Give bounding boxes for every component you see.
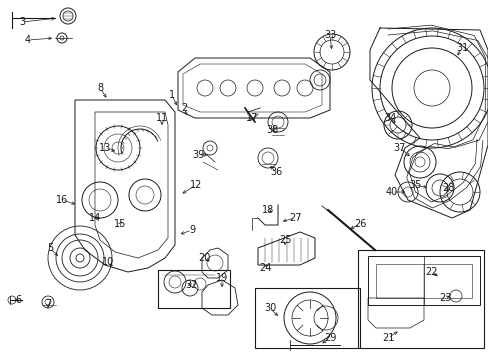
Text: 12: 12: [189, 180, 202, 190]
Text: 14: 14: [89, 213, 101, 223]
Text: 39: 39: [191, 150, 203, 160]
Text: 10: 10: [102, 257, 114, 267]
Text: 35: 35: [408, 180, 420, 190]
Text: 33: 33: [323, 30, 335, 40]
Text: 6: 6: [15, 295, 21, 305]
Text: 16: 16: [56, 195, 68, 205]
Text: 26: 26: [353, 219, 366, 229]
Text: 17: 17: [245, 113, 258, 123]
Text: 36: 36: [269, 167, 282, 177]
Text: 9: 9: [188, 225, 195, 235]
Text: 3: 3: [19, 17, 25, 27]
Text: 8: 8: [97, 83, 103, 93]
Text: 7: 7: [45, 299, 51, 309]
Text: 4: 4: [25, 35, 31, 45]
Text: 2: 2: [181, 103, 187, 113]
Text: 28: 28: [441, 183, 453, 193]
Text: 22: 22: [425, 267, 437, 277]
Bar: [357, 250, 483, 348]
Bar: [254, 288, 359, 348]
Text: 1: 1: [168, 90, 175, 100]
Text: 34: 34: [383, 113, 395, 123]
Text: 13: 13: [99, 143, 111, 153]
Text: 19: 19: [215, 273, 228, 283]
Text: 30: 30: [264, 303, 276, 313]
Text: 25: 25: [278, 235, 291, 245]
Text: 38: 38: [265, 125, 278, 135]
Text: 11: 11: [156, 113, 168, 123]
Text: 18: 18: [262, 205, 274, 215]
Text: 24: 24: [258, 263, 271, 273]
Text: 20: 20: [198, 253, 210, 263]
Text: 37: 37: [393, 143, 406, 153]
Text: 5: 5: [47, 243, 53, 253]
Text: 23: 23: [438, 293, 450, 303]
Text: 21: 21: [381, 333, 393, 343]
Text: 27: 27: [288, 213, 301, 223]
Bar: [158, 270, 229, 308]
Text: 29: 29: [323, 333, 336, 343]
Text: 31: 31: [455, 43, 467, 53]
Text: 15: 15: [114, 219, 126, 229]
Text: 40: 40: [385, 187, 397, 197]
Text: 32: 32: [185, 280, 198, 290]
